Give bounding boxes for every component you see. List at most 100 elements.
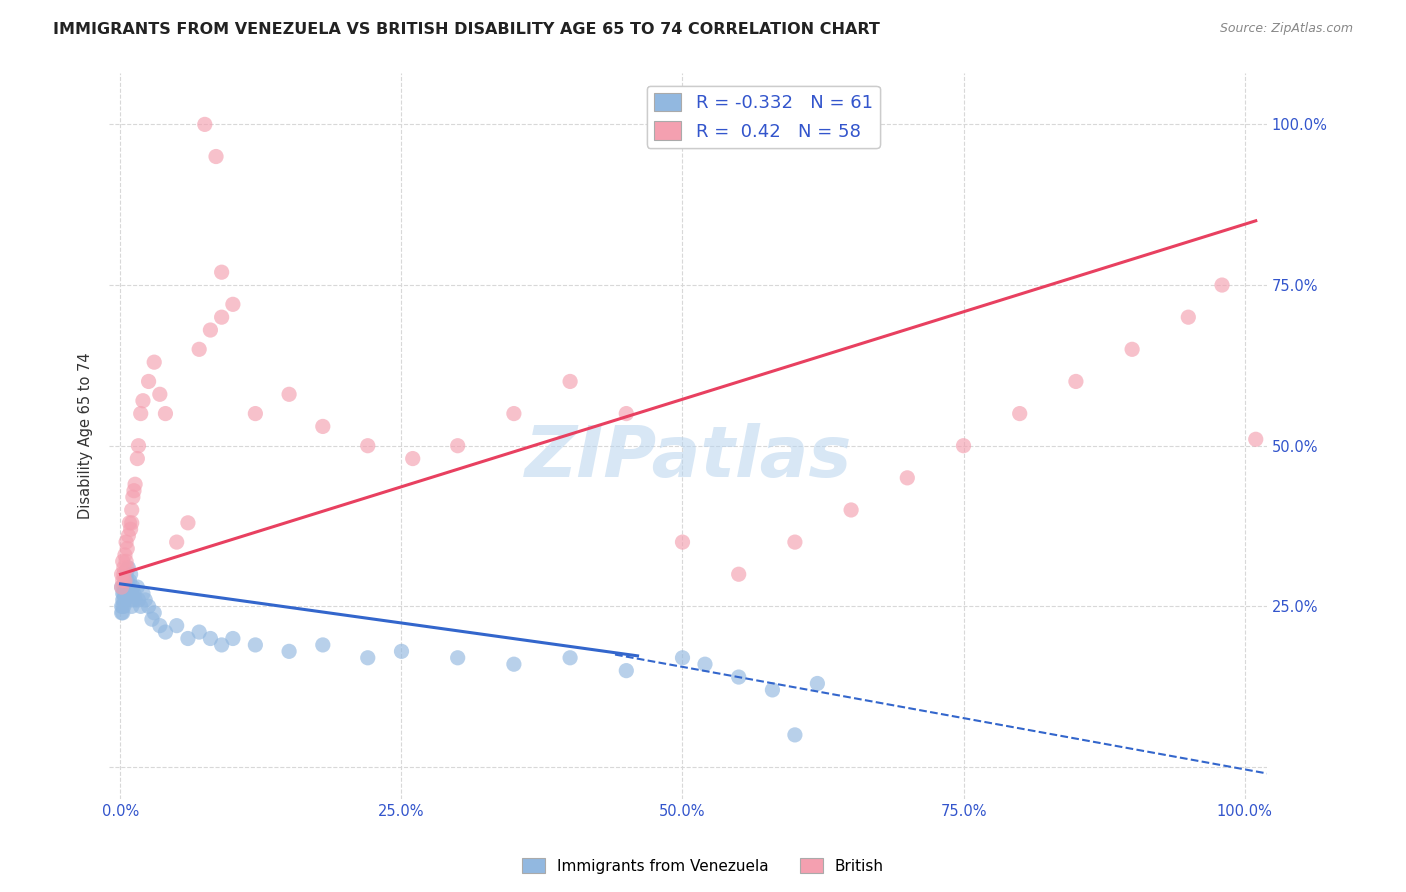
Point (727, 670, 749, 684)
Point (129, 599, 152, 614)
Point (114, 548, 136, 562)
Point (1064, 375, 1087, 389)
Point (671, 535, 693, 549)
Point (149, 618, 172, 632)
Point (205, 149, 228, 163)
Point (177, 516, 200, 530)
Point (245, 638, 267, 652)
Point (115, 561, 138, 575)
Point (558, 650, 581, 665)
Point (112, 567, 135, 582)
Point (127, 580, 149, 594)
Point (447, 439, 470, 453)
Point (112, 599, 135, 614)
Point (120, 567, 142, 582)
Point (132, 586, 155, 600)
Point (194, 117, 217, 131)
Point (357, 650, 380, 665)
Point (391, 644, 413, 658)
Point (245, 407, 267, 421)
Text: IMMIGRANTS FROM VENEZUELA VS BRITISH DISABILITY AGE 65 TO 74 CORRELATION CHART: IMMIGRANTS FROM VENEZUELA VS BRITISH DIS… (53, 22, 880, 37)
Point (727, 567, 749, 582)
Point (1211, 278, 1233, 293)
Point (115, 535, 138, 549)
Point (222, 297, 245, 311)
Point (112, 593, 135, 607)
Point (155, 625, 177, 640)
Point (121, 593, 143, 607)
Point (143, 355, 166, 369)
Point (122, 483, 145, 498)
Point (558, 375, 581, 389)
Point (111, 593, 134, 607)
Point (761, 682, 783, 697)
Point (112, 561, 135, 575)
Point (138, 375, 160, 389)
Point (127, 439, 149, 453)
Point (121, 516, 143, 530)
Point (110, 606, 132, 620)
Point (121, 490, 143, 504)
Point (117, 529, 139, 543)
Point (188, 343, 211, 357)
Point (896, 471, 918, 485)
Point (111, 586, 134, 600)
Point (138, 599, 160, 614)
Point (149, 387, 172, 401)
Legend: Immigrants from Venezuela, British: Immigrants from Venezuela, British (516, 852, 890, 880)
Point (114, 574, 136, 588)
Point (124, 477, 146, 491)
Point (114, 574, 136, 588)
Point (211, 310, 233, 325)
Point (117, 561, 139, 575)
Text: ZIPatlas: ZIPatlas (524, 424, 852, 492)
Point (111, 599, 134, 614)
Point (115, 586, 138, 600)
Point (110, 580, 132, 594)
Point (312, 419, 335, 434)
Point (132, 393, 155, 408)
Text: Source: ZipAtlas.com: Source: ZipAtlas.com (1219, 22, 1353, 36)
Point (783, 728, 806, 742)
Point (114, 593, 136, 607)
Point (114, 586, 136, 600)
Point (118, 586, 141, 600)
Point (1244, 432, 1267, 446)
Point (693, 657, 716, 672)
Point (614, 664, 637, 678)
Point (129, 407, 152, 421)
Point (503, 407, 526, 421)
Point (121, 599, 143, 614)
Point (127, 593, 149, 607)
Point (111, 606, 134, 620)
Point (503, 657, 526, 672)
Point (118, 574, 141, 588)
Point (211, 265, 233, 279)
Point (166, 618, 188, 632)
Point (278, 387, 301, 401)
Point (447, 650, 470, 665)
Point (124, 593, 146, 607)
Point (783, 535, 806, 549)
Point (120, 522, 142, 536)
Point (166, 535, 188, 549)
Point (115, 554, 138, 568)
Legend: R = -0.332   N = 61, R =  0.42   N = 58: R = -0.332 N = 61, R = 0.42 N = 58 (647, 86, 880, 148)
Point (112, 586, 135, 600)
Point (1008, 407, 1031, 421)
Point (806, 676, 828, 690)
Point (121, 503, 143, 517)
Point (952, 439, 974, 453)
Point (1177, 310, 1199, 325)
Point (115, 574, 138, 588)
Point (118, 516, 141, 530)
Point (112, 580, 135, 594)
Point (115, 567, 138, 582)
Point (312, 638, 335, 652)
Point (200, 632, 222, 646)
Point (200, 323, 222, 337)
Point (141, 612, 163, 626)
Point (115, 586, 138, 600)
Point (110, 599, 132, 614)
Point (357, 439, 380, 453)
